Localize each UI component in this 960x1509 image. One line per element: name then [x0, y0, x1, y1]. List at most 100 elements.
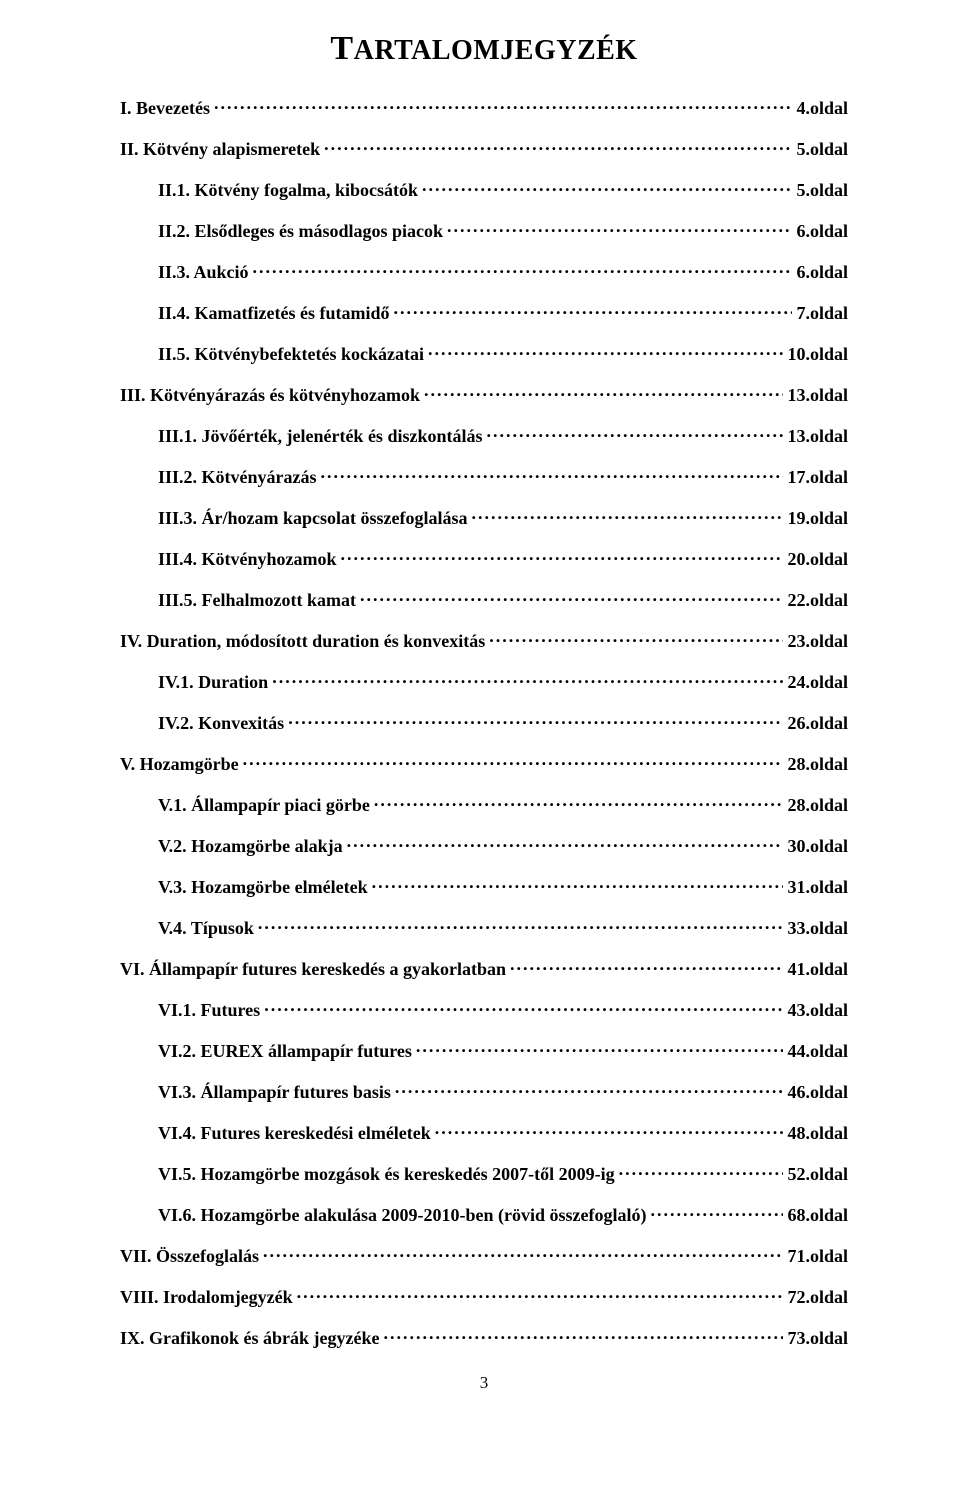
- toc-entry: VI.3. Állampapír futures basis46.oldal: [120, 1080, 848, 1103]
- toc-entry: VI.2. EUREX állampapír futures44.oldal: [120, 1039, 848, 1062]
- toc-entry: III.2. Kötvényárazás17.oldal: [120, 465, 848, 488]
- toc-leader-dots: [619, 1162, 784, 1180]
- toc-entry-label: II.4. Kamatfizetés és futamidő: [158, 303, 389, 324]
- toc-entry-page: 33.oldal: [787, 918, 848, 939]
- toc-leader-dots: [372, 875, 784, 893]
- toc-entry: IV. Duration, módosított duration és kon…: [120, 629, 848, 652]
- toc-leader-dots: [243, 752, 784, 770]
- toc-entry: VIII. Irodalomjegyzék 72.oldal: [120, 1285, 848, 1308]
- toc-leader-dots: [321, 465, 784, 483]
- toc-entry-label: VIII. Irodalomjegyzék: [120, 1287, 293, 1308]
- toc-leader-dots: [428, 342, 784, 360]
- toc-entry-page: 41.oldal: [787, 959, 848, 980]
- toc-leader-dots: [424, 383, 783, 401]
- toc-entry: III. Kötvényárazás és kötvényhozamok13.o…: [120, 383, 848, 406]
- toc-entry: V.1. Állampapír piaci görbe28.oldal: [120, 793, 848, 816]
- toc-entry-label: VI. Állampapír futures kereskedés a gyak…: [120, 959, 506, 980]
- toc-entry: I. Bevezetés 4.oldal: [120, 96, 848, 119]
- toc-entry: VII. Összefoglalás 71.oldal: [120, 1244, 848, 1267]
- toc-entry-label: III.2. Kötvényárazás: [158, 467, 317, 488]
- toc-entry-page: 20.oldal: [787, 549, 848, 570]
- toc-leader-dots: [341, 547, 784, 565]
- toc-entry-page: 23.oldal: [787, 631, 848, 652]
- toc-entry-page: 73.oldal: [787, 1328, 848, 1349]
- toc-leader-dots: [486, 424, 783, 442]
- toc-entry-label: V.4. Típusok: [158, 918, 254, 939]
- toc-entry: IV.1. Duration 24.oldal: [120, 670, 848, 693]
- toc-entry-label: II.5. Kötvénybefektetés kockázatai: [158, 344, 424, 365]
- toc-entry-page: 30.oldal: [787, 836, 848, 857]
- toc-leader-dots: [395, 1080, 784, 1098]
- toc-entry: V.4. Típusok 33.oldal: [120, 916, 848, 939]
- toc-entry: II.3. Aukció 6.oldal: [120, 260, 848, 283]
- toc-leader-dots: [650, 1203, 783, 1221]
- toc-leader-dots: [253, 260, 793, 278]
- toc-entry-page: 10.oldal: [787, 344, 848, 365]
- toc-entry-label: II.3. Aukció: [158, 262, 249, 283]
- toc-leader-dots: [272, 670, 783, 688]
- toc-entry-label: V.2. Hozamgörbe alakja: [158, 836, 343, 857]
- toc-entry: V.3. Hozamgörbe elméletek31.oldal: [120, 875, 848, 898]
- toc-entry-page: 22.oldal: [787, 590, 848, 611]
- toc-entry-label: III. Kötvényárazás és kötvényhozamok: [120, 385, 420, 406]
- toc-entry: VI. Állampapír futures kereskedés a gyak…: [120, 957, 848, 980]
- toc-entry: III.4. Kötvényhozamok20.oldal: [120, 547, 848, 570]
- toc-entry-label: VI.5. Hozamgörbe mozgások és kereskedés …: [158, 1164, 615, 1185]
- toc-leader-dots: [489, 629, 783, 647]
- document-title: TARTALOMJEGYZÉK: [120, 30, 848, 68]
- toc-leader-dots: [393, 301, 792, 319]
- toc-leader-dots: [384, 1326, 784, 1344]
- toc-leader-dots: [288, 711, 783, 729]
- toc-entry-page: 71.oldal: [787, 1246, 848, 1267]
- toc-entry-label: VI.1. Futures: [158, 1000, 260, 1021]
- toc-leader-dots: [360, 588, 784, 606]
- toc-entry-label: IX. Grafikonok és ábrák jegyzéke: [120, 1328, 380, 1349]
- toc-entry: V.2. Hozamgörbe alakja 30.oldal: [120, 834, 848, 857]
- toc-leader-dots: [324, 137, 792, 155]
- toc-entry: VI.6. Hozamgörbe alakulása 2009-2010-ben…: [120, 1203, 848, 1226]
- toc-entry-page: 46.oldal: [787, 1082, 848, 1103]
- toc-entry-page: 19.oldal: [787, 508, 848, 529]
- toc-entry: III.1. Jövőérték, jelenérték és diszkont…: [120, 424, 848, 447]
- toc-entry-label: I. Bevezetés: [120, 98, 210, 119]
- toc-entry-page: 28.oldal: [787, 754, 848, 775]
- toc-entry-page: 24.oldal: [787, 672, 848, 693]
- toc-entry: IX. Grafikonok és ábrák jegyzéke 73.oldal: [120, 1326, 848, 1349]
- toc-entry-label: III.3. Ár/hozam kapcsolat összefoglalása: [158, 508, 468, 529]
- toc-leader-dots: [297, 1285, 784, 1303]
- toc-entry: VI.4. Futures kereskedési elméletek 48.ol…: [120, 1121, 848, 1144]
- toc-entry-page: 44.oldal: [787, 1041, 848, 1062]
- toc-entry: VI.5. Hozamgörbe mozgások és kereskedés …: [120, 1162, 848, 1185]
- toc-entry: V. Hozamgörbe 28.oldal: [120, 752, 848, 775]
- page-number: 3: [120, 1373, 848, 1393]
- toc-leader-dots: [347, 834, 784, 852]
- toc-entry-page: 72.oldal: [787, 1287, 848, 1308]
- toc-leader-dots: [374, 793, 784, 811]
- toc-entry-page: 4.oldal: [796, 98, 848, 119]
- toc-entry-page: 68.oldal: [787, 1205, 848, 1226]
- toc-entry-label: V. Hozamgörbe: [120, 754, 239, 775]
- toc-entry-label: IV.1. Duration: [158, 672, 268, 693]
- toc-entry: II.1. Kötvény fogalma, kibocsátók 5.oldal: [120, 178, 848, 201]
- toc-leader-dots: [472, 506, 784, 524]
- toc-entry-page: 26.oldal: [787, 713, 848, 734]
- toc-entry-page: 6.oldal: [796, 262, 848, 283]
- toc-entry-label: VI.4. Futures kereskedési elméletek: [158, 1123, 431, 1144]
- toc-leader-dots: [263, 1244, 783, 1262]
- toc-entry-label: VI.6. Hozamgörbe alakulása 2009-2010-ben…: [158, 1205, 646, 1226]
- toc-entry: VI.1. Futures 43.oldal: [120, 998, 848, 1021]
- toc-leader-dots: [510, 957, 783, 975]
- toc-entry-page: 43.oldal: [787, 1000, 848, 1021]
- toc-entry-page: 31.oldal: [787, 877, 848, 898]
- toc-entry-page: 5.oldal: [796, 180, 848, 201]
- toc-leader-dots: [416, 1039, 784, 1057]
- toc-entry-label: II.1. Kötvény fogalma, kibocsátók: [158, 180, 418, 201]
- toc-entry: IV.2. Konvexitás26.oldal: [120, 711, 848, 734]
- toc-entry-page: 48.oldal: [787, 1123, 848, 1144]
- toc-entry-label: VII. Összefoglalás: [120, 1246, 259, 1267]
- toc-entry: III.3. Ár/hozam kapcsolat összefoglalása…: [120, 506, 848, 529]
- toc-entry: II.4. Kamatfizetés és futamidő 7.oldal: [120, 301, 848, 324]
- toc-entry-page: 7.oldal: [796, 303, 848, 324]
- toc-entry-page: 13.oldal: [787, 426, 848, 447]
- toc-entry-label: II.2. Elsődleges és másodlagos piacok: [158, 221, 443, 242]
